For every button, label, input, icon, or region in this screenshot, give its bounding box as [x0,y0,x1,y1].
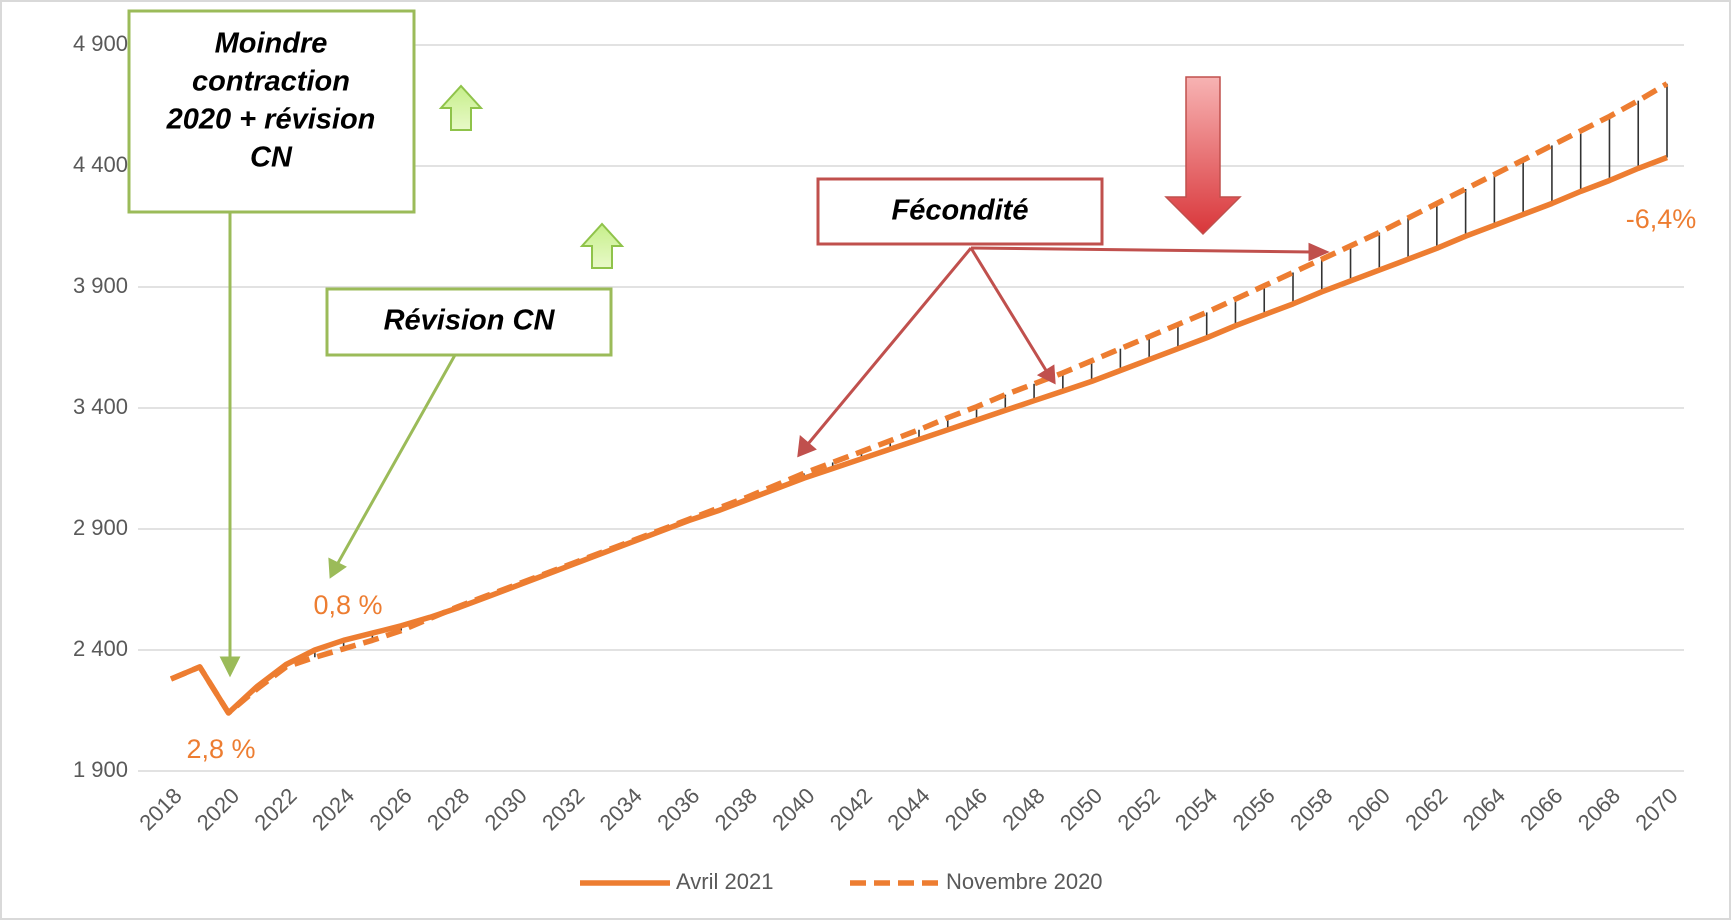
y-tick-label: 4 900 [73,31,128,56]
y-tick-label: 4 400 [73,152,128,177]
arrow-line [970,246,1313,254]
value-label: 0,8 % [313,590,382,620]
arrow-line [969,247,1049,373]
up-arrow [579,222,625,269]
value-label: -6,4% [1626,204,1697,234]
annotation: Moindre [215,28,328,60]
arrow-head [328,557,347,579]
legend-label: Avril 2021 [676,869,773,894]
annotations: Moindre contraction 2020 + révision CN Révis… [127,9,1697,764]
y-tick-label: 3 400 [73,394,128,419]
annotation-box [816,177,1104,246]
annotation: 2020 + révision [166,104,376,136]
y-tick-label: 2 900 [73,515,128,540]
up-arrow [438,84,484,131]
annotation-box [325,287,613,357]
arrow-line [806,247,973,445]
legend: Avril 2021 Novembre 2020 [580,869,1103,894]
annotation: Révision CN [384,305,556,337]
y-tick-label: 3 900 [73,273,128,298]
arrow-head [797,435,817,458]
arrow-head [219,656,241,678]
arrow-line [336,354,457,564]
plot [169,81,1669,716]
annotation: contraction [192,66,350,98]
y-tick-label: 1 900 [73,757,128,782]
annotation: Fécondité [892,195,1029,227]
down-arrow [1164,76,1242,236]
annotation-box [127,9,416,214]
value-label: 2,8 % [186,734,255,764]
arrow-head [1036,364,1056,385]
annotation: CN [250,142,293,174]
legend-label: Novembre 2020 [946,869,1103,894]
y-tick-label: 2 400 [73,636,128,661]
arrow-head [1308,242,1330,262]
series-line [169,81,1669,716]
